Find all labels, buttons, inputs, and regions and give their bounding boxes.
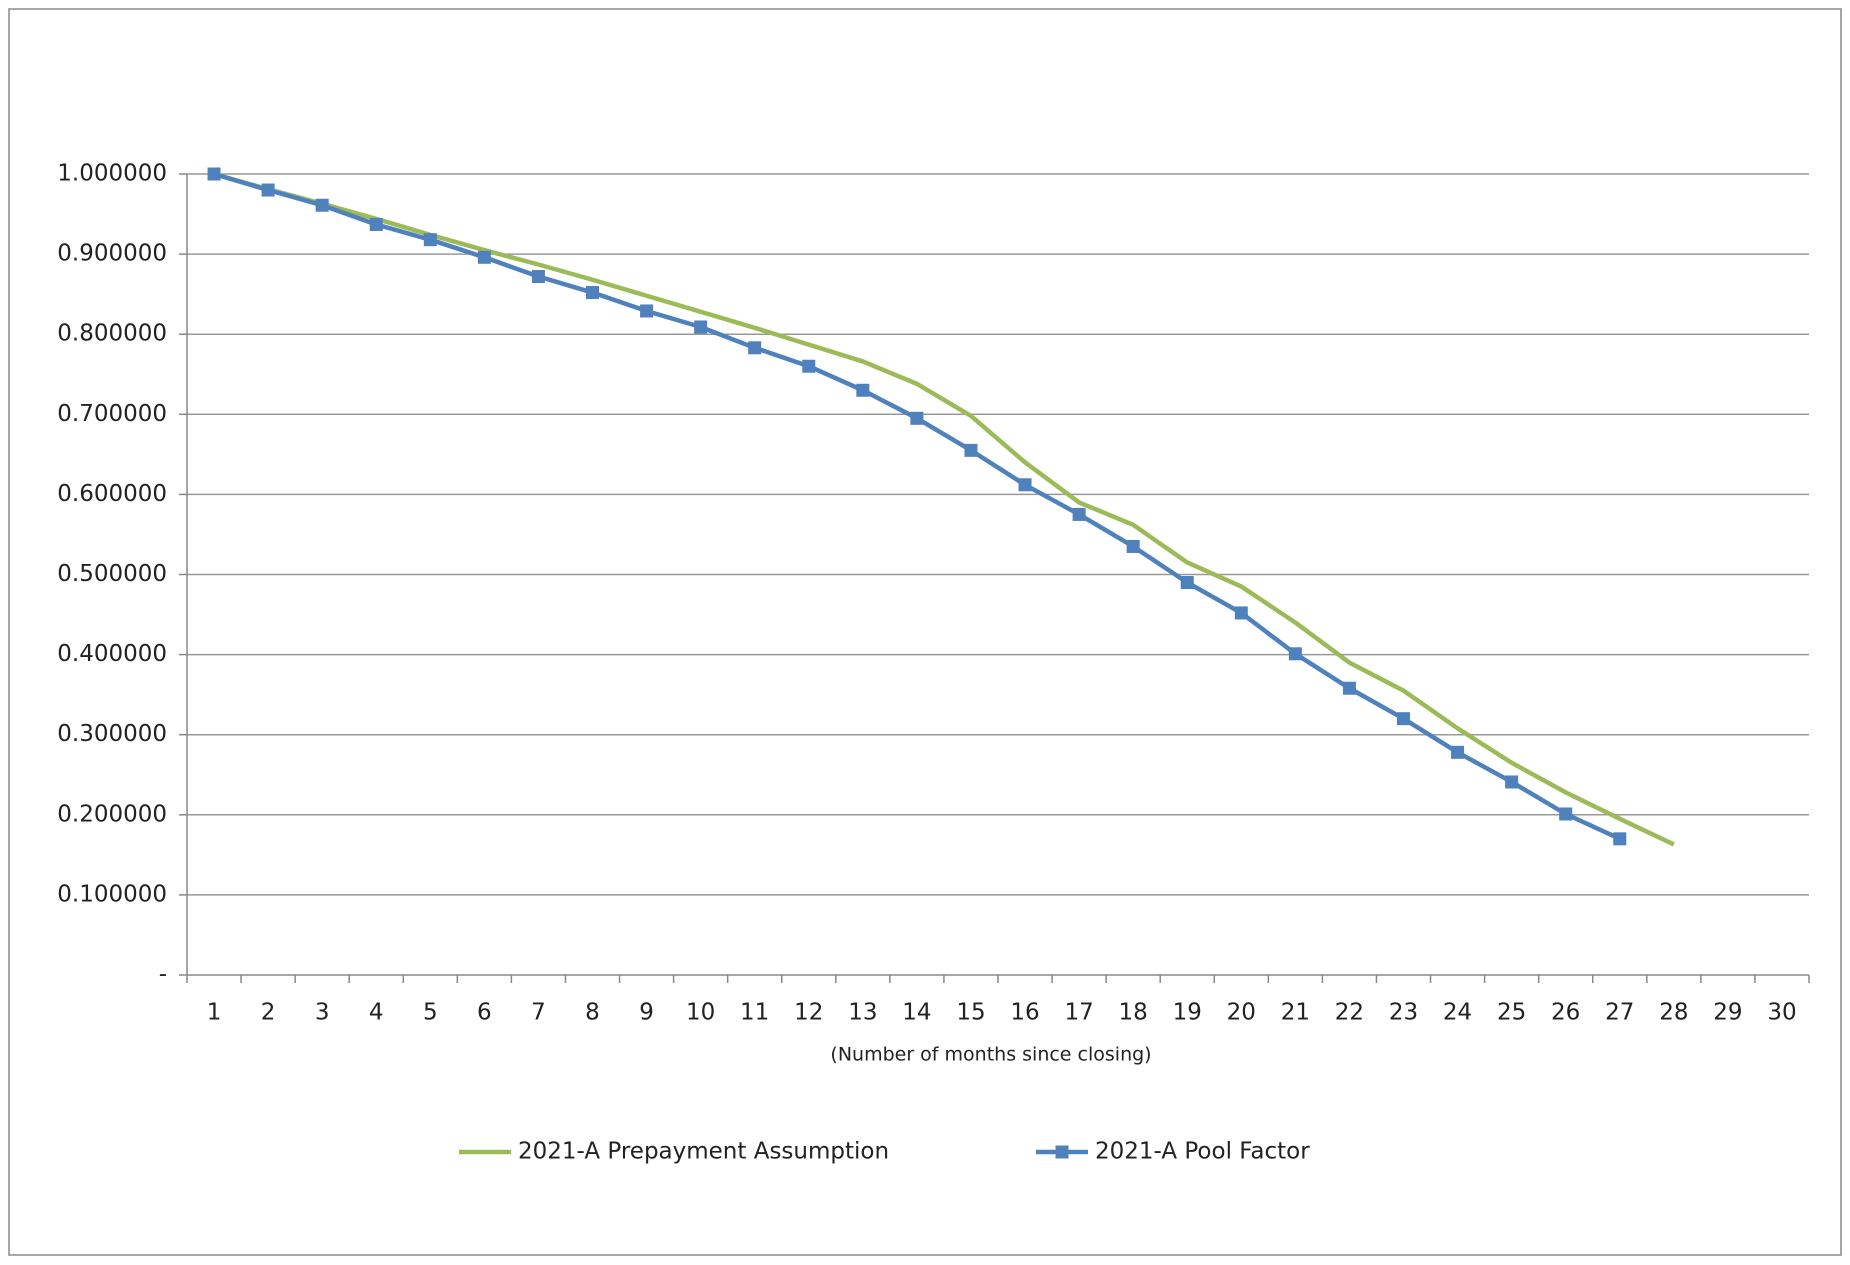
legend-marker (1055, 1145, 1069, 1159)
y-tick-label: 0.900000 (57, 241, 167, 267)
series-marker (964, 443, 978, 457)
x-tick-label: 17 (1064, 1000, 1093, 1026)
x-tick-label: 2 (261, 1000, 276, 1026)
y-tick-label: 0.600000 (57, 481, 167, 507)
series-marker (1451, 745, 1465, 759)
x-tick-label: 20 (1227, 1000, 1256, 1026)
x-tick-label: 7 (531, 1000, 546, 1026)
series-marker (856, 383, 870, 397)
x-tick-label: 13 (848, 1000, 877, 1026)
x-tick-label: 5 (423, 1000, 438, 1026)
series-marker (261, 183, 275, 197)
series-marker (369, 217, 383, 231)
x-tick-label: 10 (686, 1000, 715, 1026)
series-marker (1126, 539, 1140, 553)
series-marker (640, 304, 654, 318)
x-axis-label: (Number of months since closing) (830, 1044, 1151, 1066)
series-marker (477, 250, 491, 264)
x-tick-label: 25 (1497, 1000, 1526, 1026)
series-marker (802, 359, 816, 373)
x-tick-label: 9 (639, 1000, 654, 1026)
y-tick-label: 0.800000 (57, 321, 167, 347)
x-tick-label: 6 (477, 1000, 492, 1026)
series-marker (423, 233, 437, 247)
legend-label: 2021-A Pool Factor (1095, 1139, 1310, 1165)
y-tick-label: 0.300000 (57, 721, 167, 747)
x-tick-label: 30 (1767, 1000, 1796, 1026)
series-marker (531, 270, 545, 284)
series-marker (1180, 576, 1194, 590)
x-tick-label: 24 (1443, 1000, 1472, 1026)
series-marker (748, 341, 762, 355)
legend-label: 2021-A Prepayment Assumption (518, 1139, 889, 1165)
y-tick-label: 0.500000 (57, 561, 167, 587)
x-tick-label: 27 (1605, 1000, 1634, 1026)
series-marker (1559, 807, 1573, 821)
x-tick-label: 28 (1659, 1000, 1688, 1026)
series-line (213, 171, 1675, 847)
x-tick-label: 16 (1010, 1000, 1039, 1026)
chart-border (8, 8, 1842, 1256)
x-tick-label: 26 (1551, 1000, 1580, 1026)
x-tick-label: 22 (1335, 1000, 1364, 1026)
x-tick-label: 3 (315, 1000, 330, 1026)
x-tick-label: 11 (740, 1000, 769, 1026)
y-tick-label: 0.700000 (57, 401, 167, 427)
x-tick-label: 19 (1173, 1000, 1202, 1026)
series-marker (1288, 647, 1302, 661)
series-marker (694, 320, 708, 334)
series-marker (910, 411, 924, 425)
x-tick-label: 12 (794, 1000, 823, 1026)
y-tick-label: 0.200000 (57, 801, 167, 827)
y-tick-label: 1.000000 (57, 161, 167, 187)
series-marker (1397, 712, 1410, 726)
x-tick-label: 29 (1713, 1000, 1742, 1026)
x-tick-label: 21 (1281, 1000, 1310, 1026)
y-tick-label: 0.400000 (57, 641, 167, 667)
x-tick-label: 4 (369, 1000, 384, 1026)
x-tick-label: 1 (207, 1000, 222, 1026)
series-marker (207, 167, 221, 181)
x-tick-label: 18 (1119, 1000, 1148, 1026)
y-tick-label: - (159, 962, 167, 988)
x-tick-label: 15 (956, 1000, 985, 1026)
series-marker (315, 198, 329, 212)
series-marker (1342, 681, 1356, 695)
y-tick-label: 0.100000 (57, 881, 167, 907)
series-marker (1018, 478, 1032, 492)
series-marker (1234, 606, 1248, 620)
series-marker (1613, 832, 1627, 846)
x-tick-label: 8 (585, 1000, 600, 1026)
series-marker (586, 286, 599, 300)
x-tick-label: 14 (902, 1000, 931, 1026)
series-marker (1072, 507, 1086, 521)
series-marker (1505, 775, 1519, 789)
x-tick-label: 23 (1389, 1000, 1418, 1026)
